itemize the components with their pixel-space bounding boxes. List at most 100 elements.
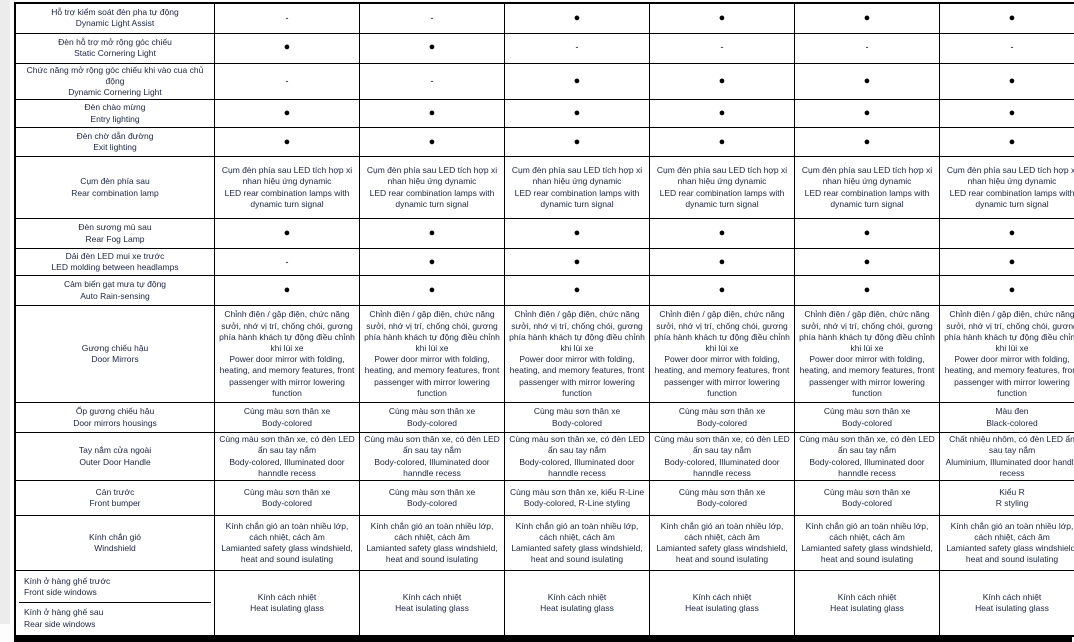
feature-value-cell: ● xyxy=(215,219,360,249)
value-vi: Màu đen xyxy=(943,406,1074,417)
feature-label: Chức năng mở rộng góc chiếu khi vào cua … xyxy=(15,63,215,100)
value-vi: Kính chắn gió an toàn nhiều lớp, cách nh… xyxy=(363,521,501,543)
label-vi: Dải đèn LED mui xe trước xyxy=(19,251,211,262)
value-en: LED rear combination lamps with dynamic … xyxy=(798,188,936,210)
feature-value-cell: Cụm đèn phía sau LED tích hợp xi nhan hi… xyxy=(940,157,1074,219)
value-en: Body-colored, R-Line styling xyxy=(508,498,646,509)
feature-value-cell: Kính chắn gió an toàn nhiều lớp, cách nh… xyxy=(360,516,505,571)
feature-value-cell: - xyxy=(650,33,795,63)
value-vi: Chỉnh điện / gập điện, chức năng sưởi, n… xyxy=(218,309,356,354)
absent-dash: - xyxy=(286,13,289,23)
present-dot: ● xyxy=(864,12,871,24)
section-divider-bar xyxy=(14,637,1072,642)
present-dot: ● xyxy=(429,41,436,53)
present-dot: ● xyxy=(429,284,436,296)
absent-dash: - xyxy=(286,257,289,267)
label-en: Auto Rain-sensing xyxy=(19,291,211,302)
value-vi: Cùng màu sơn thân xe, kiểu R-Line xyxy=(508,487,646,498)
value-en: Heat isulating glass xyxy=(943,603,1074,614)
present-dot: ● xyxy=(864,136,871,148)
feature-value-cell: ● xyxy=(795,3,940,33)
value-en: Body-colored, Illuminated door hanndle r… xyxy=(363,457,501,479)
value-en: Power door mirror with folding, heating,… xyxy=(218,354,356,399)
present-dot: ● xyxy=(574,227,581,239)
value-en: Power door mirror with folding, heating,… xyxy=(943,354,1074,399)
feature-value-cell: - xyxy=(940,33,1074,63)
value-vi: Chỉnh điện / gập điện, chức năng sưởi, n… xyxy=(798,309,936,354)
label-en: Rear Fog Lamp xyxy=(19,234,211,245)
feature-value-cell: Chỉnh điện / gập điện, chức năng sưởi, n… xyxy=(940,306,1074,403)
label-en: Front side windows xyxy=(24,587,208,598)
value-vi: Cùng màu sơn thân xe xyxy=(218,406,356,417)
label-en: Door mirrors housings xyxy=(19,418,211,429)
feature-value-cell: Cụm đèn phía sau LED tích hợp xi nhan hi… xyxy=(795,157,940,219)
present-dot: ● xyxy=(1009,284,1016,296)
label-en: Entry lighting xyxy=(19,114,211,125)
feature-value-cell: ● xyxy=(795,276,940,306)
value-en: Heat isulating glass xyxy=(798,603,936,614)
feature-value-cell: ● xyxy=(795,128,940,157)
value-vi: Chỉnh điện / gập điện, chức năng sưởi, n… xyxy=(653,309,791,354)
label-en: Dynamic Light Assist xyxy=(19,18,211,29)
label-vi: Gương chiếu hậu xyxy=(19,343,211,354)
feature-value-cell: ● xyxy=(795,249,940,276)
feature-value-cell: ● xyxy=(940,249,1074,276)
feature-value-cell: ● xyxy=(215,100,360,128)
value-en: Body-colored xyxy=(218,418,356,429)
feature-value-cell: Chỉnh điện / gập điện, chức năng sưởi, n… xyxy=(215,306,360,403)
feature-value-cell: ● xyxy=(360,276,505,306)
feature-value-cell: ● xyxy=(505,63,650,100)
feature-value-cell: - xyxy=(215,249,360,276)
value-en: Body-colored, Illuminated door hanndle r… xyxy=(798,457,936,479)
value-vi: Chỉnh điện / gập điện, chức năng sưởi, n… xyxy=(363,309,501,354)
label-vi: Hỗ trợ kiểm soát đèn pha tự động xyxy=(19,7,211,18)
value-en: Body-colored xyxy=(508,418,646,429)
present-dot: ● xyxy=(719,75,726,87)
label-vi: Tay nắm cửa ngoài xyxy=(19,445,211,456)
value-vi: Cùng màu sơn thân xe, có đèn LED ẩn sau … xyxy=(363,434,501,456)
absent-dash: - xyxy=(286,76,289,86)
feature-value-cell: Cùng màu sơn thân xe, có đèn LED ẩn sau … xyxy=(505,433,650,481)
value-en: Body-colored, Illuminated door hanndle r… xyxy=(218,457,356,479)
feature-value-cell: Chất nhiệu nhôm, có đèn LED ẩn sau tay n… xyxy=(940,433,1074,481)
value-vi: Chất nhiệu nhôm, có đèn LED ẩn sau tay n… xyxy=(943,434,1074,456)
value-vi: Cụm đèn phía sau LED tích hợp xi nhan hi… xyxy=(508,165,646,187)
feature-value-cell: Cùng màu sơn thân xe, có đèn LED ẩn sau … xyxy=(215,433,360,481)
feature-value-cell: ● xyxy=(650,276,795,306)
value-en: Lamianted safety glass windshield, heat … xyxy=(653,543,791,565)
label-en: Door Mirrors xyxy=(19,354,211,365)
present-dot: ● xyxy=(864,256,871,268)
value-vi: Cùng màu sơn thân xe, có đèn LED ẩn sau … xyxy=(653,434,791,456)
feature-value-cell: Cụm đèn phía sau LED tích hợp xi nhan hi… xyxy=(215,157,360,219)
present-dot: ● xyxy=(574,284,581,296)
value-en: R styling xyxy=(943,498,1074,509)
present-dot: ● xyxy=(719,107,726,119)
feature-value-cell: - xyxy=(360,63,505,100)
feature-value-cell: Kính chắn gió an toàn nhiều lớp, cách nh… xyxy=(505,516,650,571)
present-dot: ● xyxy=(719,284,726,296)
value-en: Body-colored xyxy=(798,498,936,509)
feature-value-cell: Chỉnh điện / gập điện, chức năng sưởi, n… xyxy=(795,306,940,403)
feature-value-cell: ● xyxy=(940,128,1074,157)
label-vi: Kính chắn gió xyxy=(19,532,211,543)
